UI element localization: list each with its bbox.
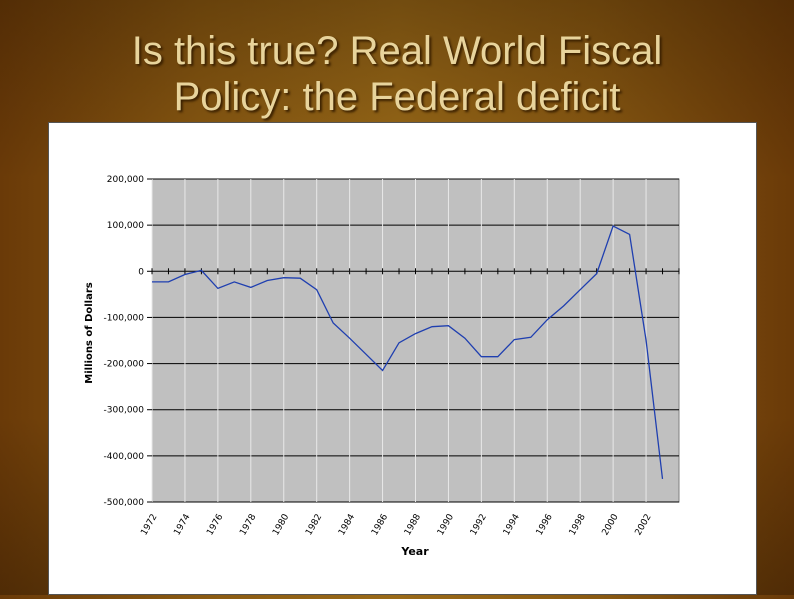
slide-title-line-2: Policy: the Federal deficit <box>173 75 621 119</box>
y-tick-label: -200,000 <box>104 360 145 370</box>
y-tick-label: 100,000 <box>107 221 144 231</box>
x-tick-label: 1986 <box>370 512 390 537</box>
deficit-line-chart: 200,000 100,000 0 -100,000 -200,000 -300,000 -… <box>84 175 680 558</box>
x-tick-label: 1990 <box>436 512 456 537</box>
x-tick-label: 1972 <box>139 513 159 538</box>
deficit-series-line <box>152 225 664 479</box>
slide-title: Is this true? Real World Fiscal Policy: … <box>0 28 794 120</box>
x-tick-label: 1998 <box>568 512 588 537</box>
x-tick-label: 2000 <box>601 512 621 537</box>
y-axis-label: Millions of Dollars <box>84 282 95 383</box>
y-tick-label: -100,000 <box>104 313 145 323</box>
x-tick-label: 1996 <box>535 512 555 537</box>
x-tick-label: 2002 <box>634 513 654 538</box>
x-tick-label: 1980 <box>271 512 291 537</box>
x-tick-label: 1978 <box>238 512 258 537</box>
y-tick-label: 0 <box>138 267 144 277</box>
x-tick-label: 1994 <box>502 512 522 537</box>
x-tick-label: 1992 <box>469 513 489 538</box>
x-tick-label: 1984 <box>337 512 357 537</box>
x-tick-label: 1988 <box>403 512 423 537</box>
y-tick-label: -300,000 <box>104 406 145 416</box>
y-tick-label: 200,000 <box>107 175 144 185</box>
x-axis-label: Year <box>400 545 429 558</box>
slide-title-line-1: Is this true? Real World Fiscal <box>131 29 663 73</box>
y-tick-label: -500,000 <box>104 498 145 508</box>
x-tick-label: 1982 <box>304 513 324 538</box>
y-tick-label: -400,000 <box>104 452 145 462</box>
x-tick-label: 1976 <box>205 512 225 537</box>
chart-frame: 200,000 100,000 0 -100,000 -200,000 -300,000 -… <box>48 122 757 595</box>
x-tick-label: 1974 <box>172 512 192 537</box>
